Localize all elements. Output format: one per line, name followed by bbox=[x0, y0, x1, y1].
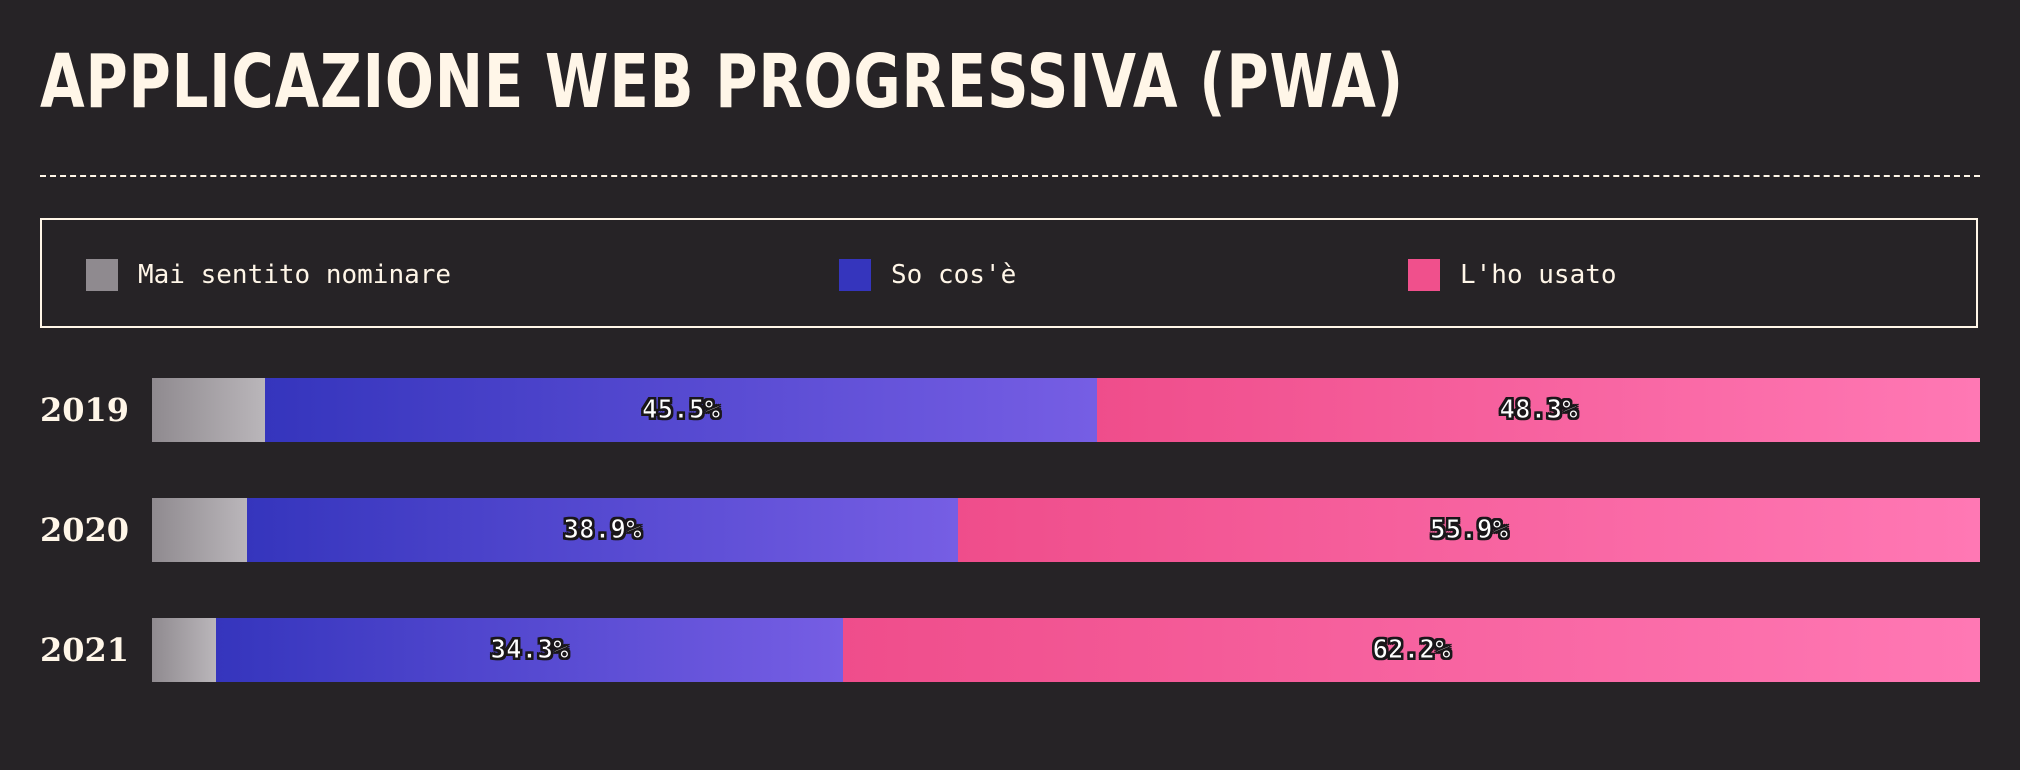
bar-segment-know-what-it-is-2021[interactable]: 34.3% bbox=[216, 618, 843, 682]
bar-segment-never-heard-2020[interactable] bbox=[152, 498, 247, 562]
data-label-know-what-it-is-2021: 34.3% bbox=[490, 635, 569, 666]
data-label-used-it-2019: 48.3% bbox=[1499, 395, 1578, 426]
data-label-used-it-2020: 55.9% bbox=[1429, 515, 1509, 546]
chart-title: APPLICAZIONE WEB PROGRESSIVA (PWA) bbox=[40, 39, 1404, 125]
legend-swatch-never-heard bbox=[86, 259, 118, 291]
data-label-know-what-it-is-2020: 38.9% bbox=[563, 515, 642, 546]
bar-segment-used-it-2019[interactable]: 48.3% bbox=[1097, 378, 1980, 442]
year-label-2020: 2020 bbox=[40, 511, 130, 549]
legend-item-never-heard: Mai sentito nominare bbox=[86, 259, 451, 291]
bar-segment-never-heard-2021[interactable] bbox=[152, 618, 216, 682]
legend-item-know-what-it-is: So cos'è bbox=[839, 259, 1016, 291]
title-divider bbox=[40, 175, 1980, 177]
bar-segment-used-it-2020[interactable]: 55.9% bbox=[958, 498, 1980, 562]
legend-swatch-know-what-it-is bbox=[839, 259, 871, 291]
bar-segment-know-what-it-is-2020[interactable]: 38.9% bbox=[247, 498, 958, 562]
bar-row-2020: 38.9% 55.9% bbox=[152, 498, 1980, 562]
bar-row-2021: 34.3% 62.2% bbox=[152, 618, 1980, 682]
bar-row-2019: 45.5% 48.3% bbox=[152, 378, 1980, 442]
year-label-2019: 2019 bbox=[40, 391, 130, 429]
bar-segment-used-it-2021[interactable]: 62.2% bbox=[843, 618, 1980, 682]
data-label-know-what-it-is-2019: 45.5% bbox=[641, 395, 721, 426]
legend-label-never-heard: Mai sentito nominare bbox=[138, 260, 452, 290]
legend-item-used-it: L'ho usato bbox=[1408, 259, 1617, 291]
bar-segment-never-heard-2019[interactable] bbox=[152, 378, 265, 442]
chart-legend: Mai sentito nominare So cos'è L'ho usato bbox=[40, 218, 1978, 328]
legend-swatch-used-it bbox=[1408, 259, 1440, 291]
year-label-2021: 2021 bbox=[40, 631, 130, 669]
legend-label-know-what-it-is: So cos'è bbox=[891, 260, 1017, 290]
data-label-used-it-2021: 62.2% bbox=[1372, 635, 1451, 666]
bar-segment-know-what-it-is-2019[interactable]: 45.5% bbox=[265, 378, 1097, 442]
legend-label-used-it: L'ho usato bbox=[1460, 260, 1617, 290]
